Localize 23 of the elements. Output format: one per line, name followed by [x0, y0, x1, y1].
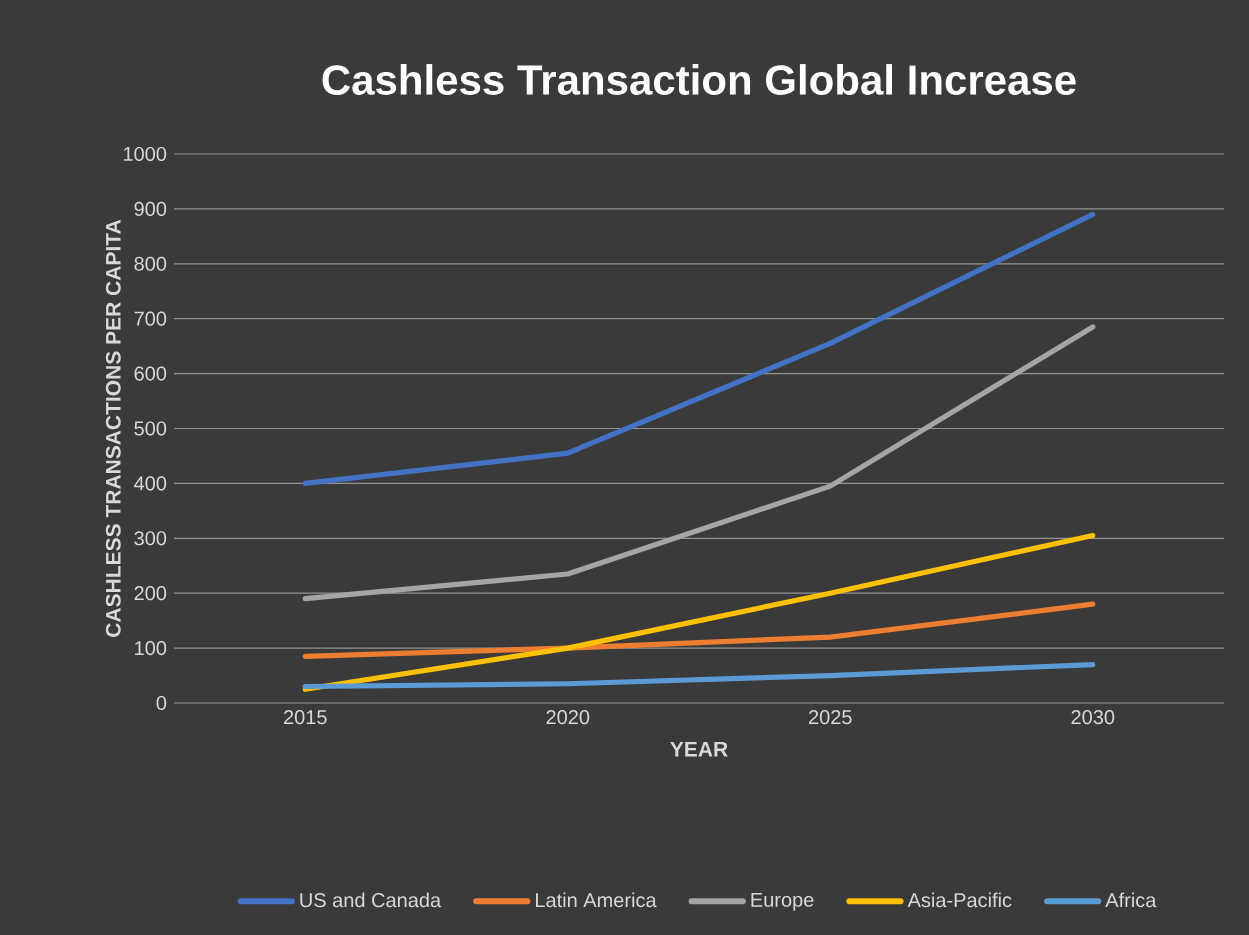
y-tick-label: 100: [135, 641, 167, 656]
y-tick-label: 900: [134, 201, 167, 216]
x-tick-label: 2015: [284, 710, 327, 725]
y-tick-label: 200: [134, 586, 167, 601]
y-tick-label: 400: [134, 476, 167, 491]
legend-label: Asia-Pacific: [907, 892, 1012, 908]
legend-label: US and Canada: [300, 892, 442, 908]
y-tick-label: 600: [134, 366, 167, 381]
y-axis-title: CASHLESS TRANSACTIONS PER CAPITA: [105, 219, 121, 637]
y-tick-label: 500: [134, 421, 167, 436]
chart-title: Cashless Transaction Global Increase: [322, 64, 1076, 95]
y-tick-label: 700: [134, 311, 167, 326]
legend-label: Africa: [1105, 892, 1157, 908]
y-tick-label: 300: [134, 531, 167, 546]
y-tick-label: 800: [134, 256, 167, 271]
x-tick-label: 2025: [809, 710, 852, 725]
y-tick-label: 0: [156, 695, 167, 711]
x-axis-title: YEAR: [670, 741, 728, 757]
y-tick-label: 1000: [123, 146, 167, 162]
legend-label: Europe: [751, 892, 814, 911]
x-tick-label: 2030: [1071, 710, 1115, 725]
x-tick-label: 2020: [546, 710, 590, 725]
legend-label: Latin America: [536, 892, 657, 908]
